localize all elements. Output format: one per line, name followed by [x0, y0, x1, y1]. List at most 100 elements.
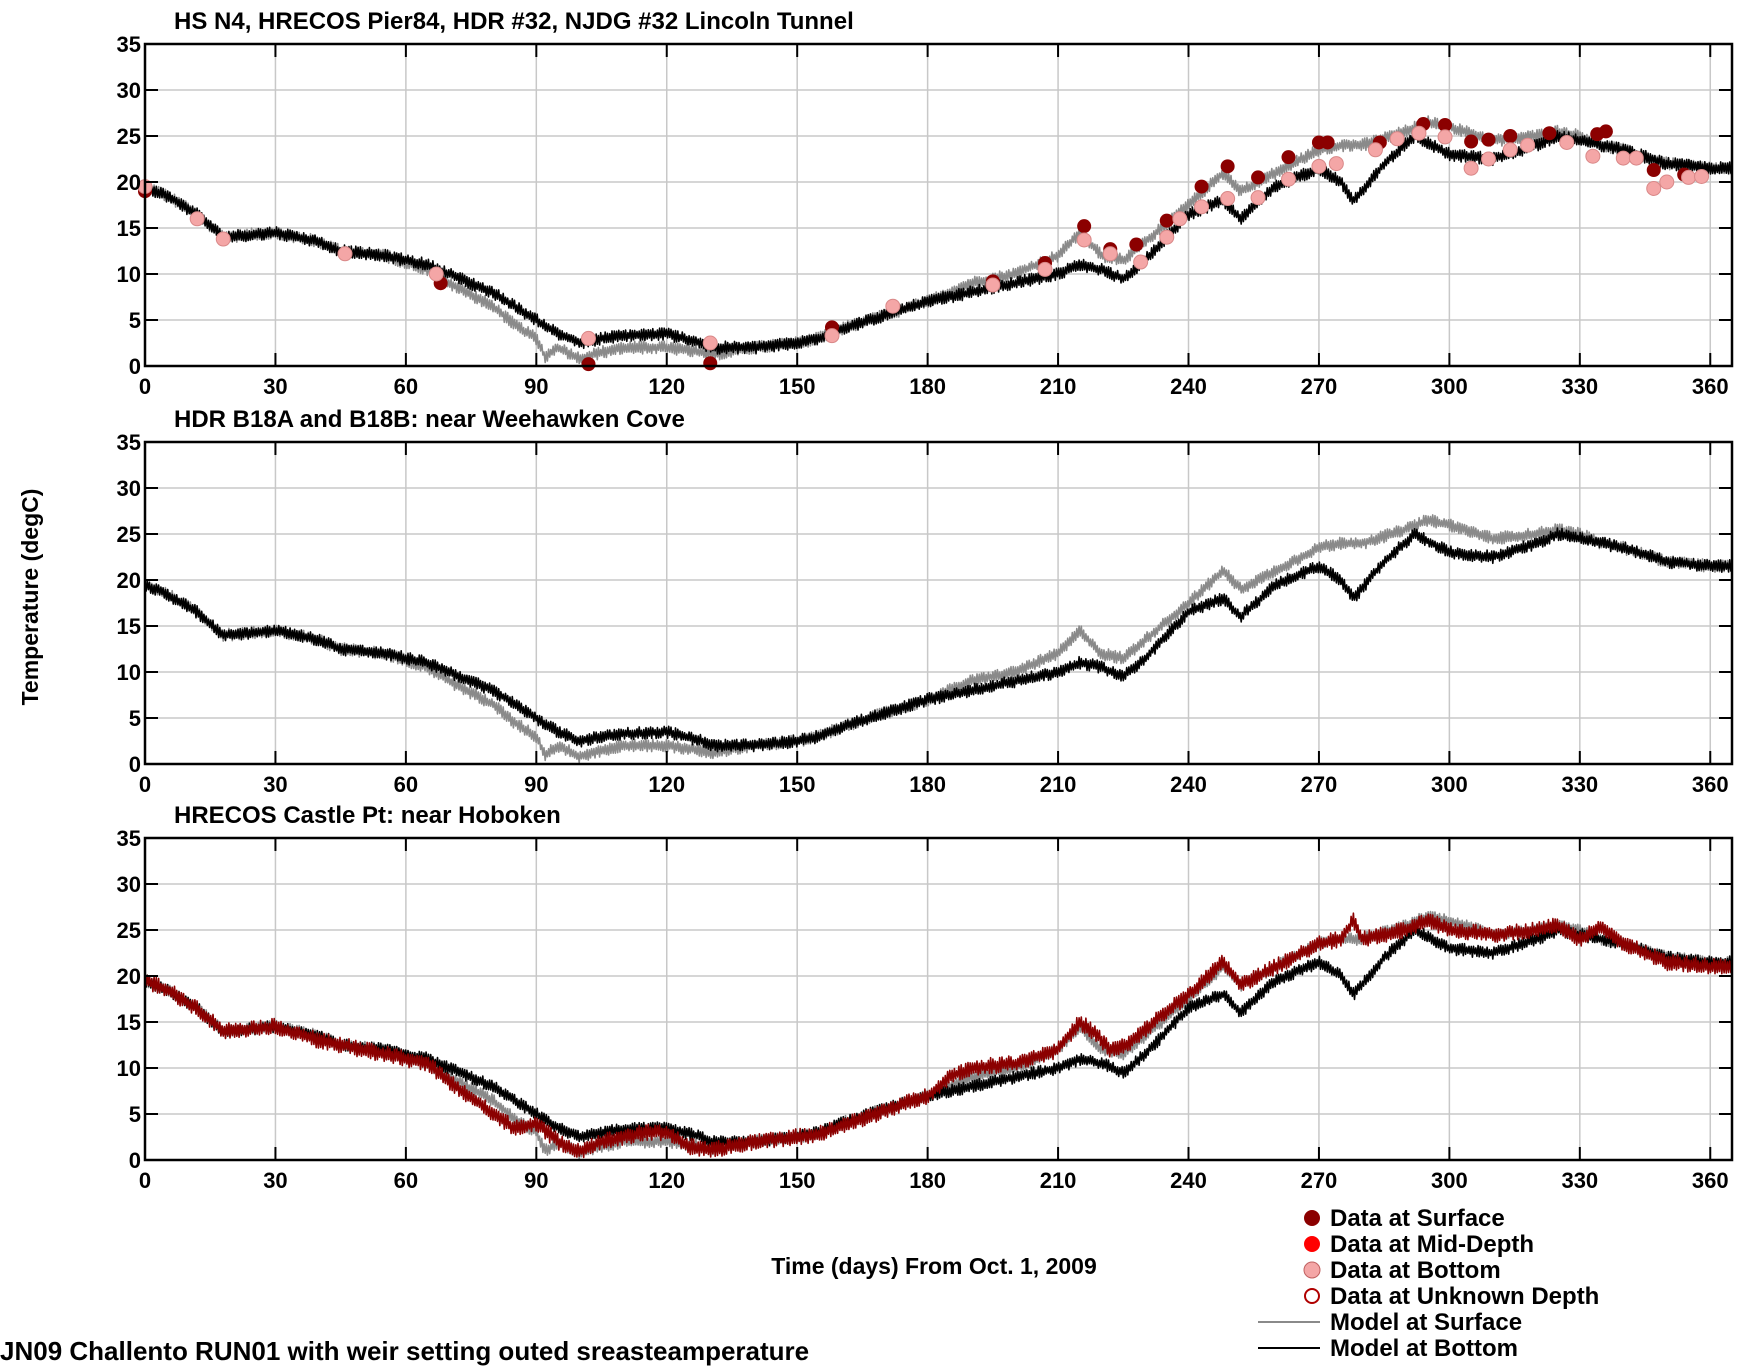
x-tick-label: 330: [1561, 772, 1598, 797]
x-tick-label: 300: [1431, 374, 1468, 399]
data-point-data_bottom: [1411, 125, 1427, 141]
x-tick-label: 360: [1692, 772, 1729, 797]
data-point-data_bottom: [1520, 137, 1536, 153]
y-tick-label: 10: [117, 262, 141, 287]
y-tick-label: 35: [117, 32, 141, 57]
data-point-data_surface: [1220, 159, 1235, 174]
data-point-data_bottom: [702, 335, 718, 351]
plot-frame: [143, 42, 1734, 368]
data-point-data_surface: [1194, 179, 1209, 194]
x-tick-label: 240: [1170, 374, 1207, 399]
x-tick-label: 270: [1301, 374, 1338, 399]
legend-label: Data at Unknown Depth: [1330, 1283, 1599, 1310]
x-tick-label: 270: [1301, 1168, 1338, 1193]
data-point-data_surface: [1159, 213, 1174, 228]
data-point-data_surface: [1129, 237, 1144, 252]
x-tick-label: 30: [263, 374, 287, 399]
y-tick-label: 20: [117, 568, 141, 593]
data-point-data_bottom: [1659, 174, 1675, 190]
x-tick-label: 210: [1040, 374, 1077, 399]
grid: [145, 442, 1732, 764]
y-tick-label: 5: [129, 308, 141, 333]
data-point-data_bottom: [1220, 191, 1236, 207]
legend-marker-data-bottom: [1303, 1261, 1321, 1279]
x-tick-label: 90: [524, 772, 548, 797]
legend-label: Data at Bottom: [1330, 1257, 1501, 1284]
legend-marker-data-surface: [1304, 1210, 1320, 1226]
x-tick-labels: 0 30 60 90 120 150 180 210 240 270 300 330 360: [139, 374, 1729, 399]
data-point-data_bottom: [1037, 261, 1053, 277]
data-point-data_bottom: [580, 330, 596, 346]
x-tick-label: 360: [1692, 374, 1729, 399]
grid: [145, 44, 1732, 366]
data-point-data_bottom: [1585, 148, 1601, 164]
y-tick-label: 25: [117, 918, 141, 943]
data-point-data_bottom: [1681, 169, 1697, 185]
series-line-data_surface_continuous: [144, 912, 1733, 1159]
ticks: [144, 43, 1732, 367]
y-tick-label: 15: [117, 1010, 141, 1035]
data-point-data_bottom: [189, 211, 205, 227]
data-point-data_bottom: [1367, 142, 1383, 158]
ticks: [144, 441, 1732, 765]
data-point-data_bottom: [1463, 160, 1479, 176]
data-point-data_bottom: [1172, 211, 1188, 227]
y-tick-label: 0: [129, 752, 141, 777]
y-tick-label: 35: [117, 826, 141, 851]
legend: Data at Surface Data at Mid-Depth Data a…: [1258, 1205, 1599, 1362]
x-tick-label: 240: [1170, 1168, 1207, 1193]
x-tick-label: 360: [1692, 1168, 1729, 1193]
x-tick-label: 90: [524, 374, 548, 399]
x-tick-label: 90: [524, 1168, 548, 1193]
legend-label: Data at Surface: [1330, 1205, 1505, 1232]
x-axis-title: Time (days) From Oct. 1, 2009: [771, 1253, 1097, 1279]
ticks: [144, 837, 1732, 1161]
x-tick-label: 60: [394, 374, 418, 399]
x-tick-label: 180: [909, 772, 946, 797]
data-point-data_bottom: [1559, 134, 1575, 150]
panel-title: HS N4, HRECOS Pier84, HDR #32, NJDG #32 …: [174, 8, 854, 35]
y-tick-label: 10: [117, 1056, 141, 1081]
x-tick-label: 60: [394, 1168, 418, 1193]
panel-weehawken: HDR B18A and B18B: near Weehawken Cove 0…: [117, 406, 1734, 797]
y-tick-labels: 0 5 10 15 20 25 30 35: [117, 826, 141, 1173]
data-point-data_bottom: [428, 266, 444, 282]
data-point-data_bottom: [1694, 168, 1710, 184]
x-tick-label: 30: [263, 1168, 287, 1193]
data-point-data_surface: [581, 357, 596, 372]
data-point-data_bottom: [1502, 142, 1518, 158]
y-tick-label: 10: [117, 660, 141, 685]
legend-item-data-unknown-depth: Data at Unknown Depth: [1304, 1283, 1599, 1310]
footer-caption: JN09 Challento RUN01 with weir setting o…: [0, 1336, 810, 1366]
x-tick-label: 210: [1040, 772, 1077, 797]
y-tick-label: 35: [117, 430, 141, 455]
y-tick-label: 25: [117, 522, 141, 547]
x-tick-label: 300: [1431, 772, 1468, 797]
x-tick-label: 120: [648, 1168, 685, 1193]
data-point-data_bottom: [1328, 156, 1344, 172]
panel-pier84: HS N4, HRECOS Pier84, HDR #32, NJDG #32 …: [117, 8, 1734, 399]
x-tick-label: 120: [648, 772, 685, 797]
data-point-data_bottom: [1102, 246, 1118, 262]
y-tick-label: 5: [129, 1102, 141, 1127]
data-point-data_bottom: [215, 231, 231, 247]
data-point-data_bottom: [985, 277, 1001, 293]
data-point-data_bottom: [885, 298, 901, 314]
panel-castle-pt: HRECOS Castle Pt: near Hoboken 0 30 60 90 12…: [117, 802, 1734, 1193]
data-point-data_bottom: [1389, 131, 1405, 147]
x-tick-label: 0: [139, 772, 151, 797]
x-tick-labels: 0 30 60 90 120 150 180 210 240 270 300 330 360: [139, 1168, 1729, 1193]
y-tick-label: 15: [117, 614, 141, 639]
x-tick-label: 150: [779, 1168, 816, 1193]
series-layer: [137, 115, 1733, 372]
series-line-model_bottom: [144, 527, 1733, 753]
plot-frame: [143, 836, 1734, 1162]
legend-label: Data at Mid-Depth: [1330, 1231, 1534, 1258]
x-tick-label: 270: [1301, 772, 1338, 797]
data-point-data_bottom: [1646, 180, 1662, 196]
data-point-data_bottom: [1133, 254, 1149, 270]
y-tick-label: 20: [117, 170, 141, 195]
x-tick-label: 120: [648, 374, 685, 399]
x-tick-label: 30: [263, 772, 287, 797]
y-tick-label: 0: [129, 1148, 141, 1173]
